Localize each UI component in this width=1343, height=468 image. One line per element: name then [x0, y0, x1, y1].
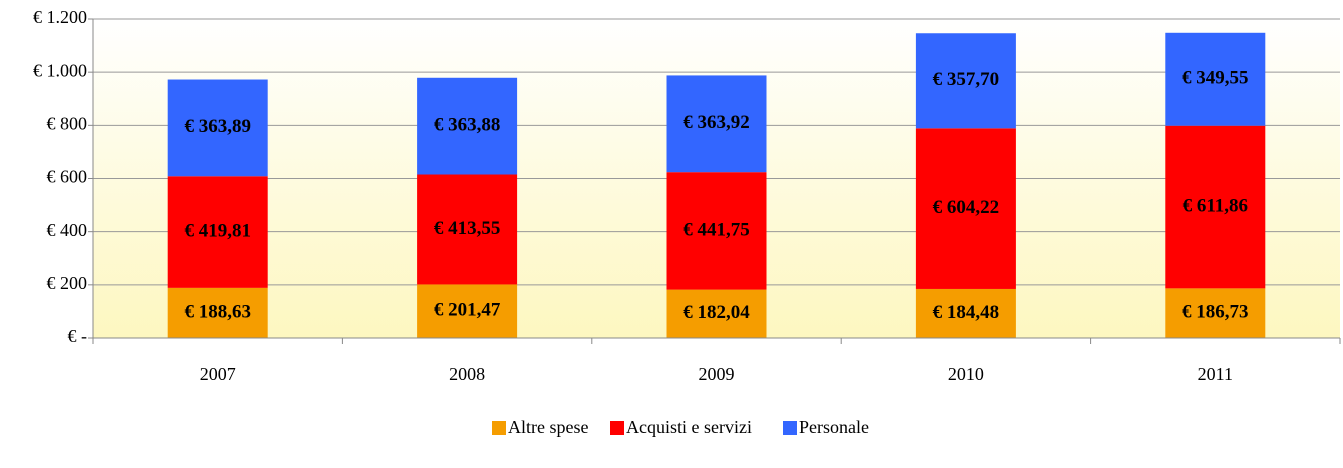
bar-segment — [1165, 288, 1266, 338]
y-tick-label: € 800 — [47, 113, 88, 133]
bar-segment — [666, 75, 767, 173]
value-label: € 413,55 — [434, 218, 501, 239]
x-tick-label: 2008 — [449, 364, 485, 384]
value-label: € 441,75 — [683, 219, 750, 240]
bar-segment — [167, 79, 268, 177]
y-tick-label: € 600 — [47, 167, 88, 187]
legend-swatch — [492, 421, 506, 435]
y-tick-label: € - — [68, 326, 88, 346]
legend-swatch — [610, 421, 624, 435]
y-tick-label: € 1.000 — [33, 60, 87, 80]
value-label: € 182,04 — [683, 302, 750, 323]
legend-label: Personale — [799, 417, 869, 437]
x-tick-label: 2010 — [948, 364, 984, 384]
y-tick-label: € 1.200 — [33, 7, 87, 27]
value-label: € 604,22 — [933, 197, 1000, 218]
legend-label: Altre spese — [508, 417, 588, 437]
bar-segment — [417, 284, 518, 338]
value-label: € 363,89 — [184, 116, 251, 137]
bar-segment — [1165, 125, 1266, 289]
value-label: € 363,92 — [683, 112, 750, 133]
legend-label: Acquisti e servizi — [626, 417, 752, 437]
bar-segment — [417, 174, 518, 285]
value-label: € 184,48 — [933, 302, 1000, 323]
bar-segment — [417, 77, 518, 175]
value-label: € 201,47 — [434, 300, 501, 321]
x-tick-label: 2007 — [200, 364, 236, 384]
x-tick-label: 2009 — [699, 364, 735, 384]
bar-segment — [167, 176, 268, 288]
bar-segment — [666, 172, 767, 290]
value-label: € 363,88 — [434, 115, 501, 136]
x-tick-label: 2011 — [1198, 364, 1233, 384]
bar-segment — [1165, 32, 1266, 126]
legend-swatch — [783, 421, 797, 435]
value-label: € 419,81 — [184, 220, 251, 241]
bar-segment — [666, 289, 767, 338]
value-label: € 349,55 — [1182, 68, 1249, 89]
value-label: € 188,63 — [184, 301, 251, 322]
y-tick-label: € 200 — [47, 273, 88, 293]
value-label: € 186,73 — [1182, 302, 1249, 323]
value-label: € 357,70 — [933, 69, 1000, 90]
bar-segment — [915, 33, 1016, 129]
bar-segment — [167, 287, 268, 338]
value-label: € 611,86 — [1183, 195, 1248, 216]
bar-segment — [915, 128, 1016, 289]
y-tick-label: € 400 — [47, 220, 88, 240]
bar-segment — [915, 288, 1016, 338]
